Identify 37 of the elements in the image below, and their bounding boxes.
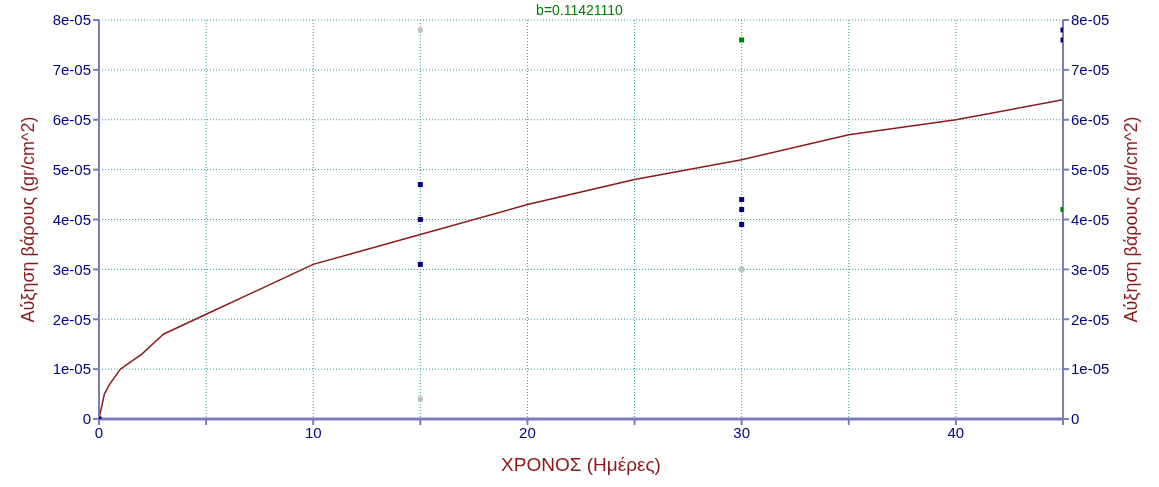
x-tick-label: 10: [304, 423, 322, 441]
y-axis-title: Αύξηση βάρους (gr/cm^2): [18, 116, 39, 323]
y-tick-label: 4e-05: [52, 210, 91, 228]
x-tick-label: 20: [519, 423, 536, 441]
text: b=0.11421110: [536, 2, 623, 18]
y2-tick-label: 7e-05: [1071, 61, 1110, 79]
point: [417, 182, 423, 188]
y-tick-label: 3e-05: [52, 260, 91, 278]
y-tick-label: 1e-05: [52, 360, 91, 378]
x-tick-label: 0: [94, 423, 104, 441]
point: [417, 396, 423, 402]
y2-tick-label: 1e-05: [1071, 360, 1110, 378]
point: [739, 197, 745, 203]
y2-tick-label: 3e-05: [1071, 260, 1110, 278]
x-tick-label: 30: [733, 423, 751, 441]
y2-tick-label: 4e-05: [1071, 210, 1110, 228]
point: [417, 261, 423, 267]
y-tick-label: 8e-05: [52, 11, 91, 29]
y-tick-label: 6e-05: [52, 111, 91, 129]
y-tick-label: 7e-05: [52, 61, 91, 79]
y2-axis-title: Αύξηση βάρους (gr/cm^2): [1121, 116, 1142, 323]
point: [417, 217, 423, 222]
y2-tick-label: 2e-05: [1071, 310, 1110, 328]
y-tick-label: 2e-05: [52, 310, 91, 328]
y2-tick-label: 5e-05: [1071, 160, 1110, 178]
y2-tick-label: 0: [1071, 410, 1080, 428]
point: [417, 27, 423, 33]
y-tick-label: 5e-05: [52, 160, 91, 178]
point: [739, 37, 745, 43]
y2-tick-label: 8e-05: [1071, 11, 1110, 29]
y2-tick-label: 6e-05: [1071, 111, 1110, 129]
x-axis-title: ΧΡΟΝΟΣ (Ημέρες): [501, 454, 661, 475]
point: [739, 266, 745, 272]
y-tick-label: 0: [82, 410, 91, 428]
x-tick-label: 40: [947, 423, 965, 441]
point: [739, 221, 745, 227]
point: [739, 207, 745, 213]
